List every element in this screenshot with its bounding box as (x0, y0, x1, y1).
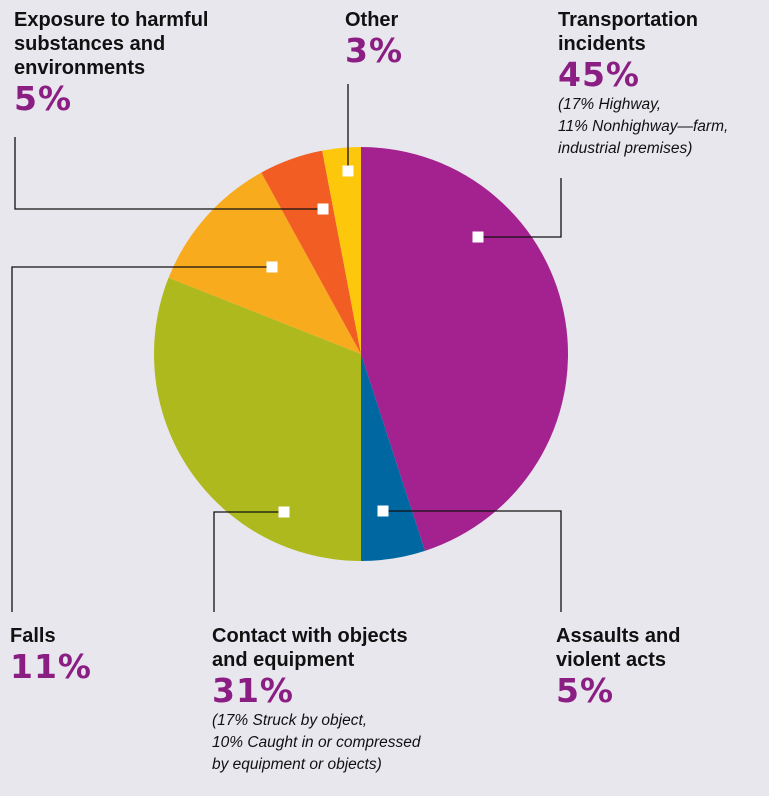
label-contact: Contact with objects and equipment 31% (… (212, 624, 421, 776)
marker-exposure (317, 203, 329, 215)
label-assaults-name-2: violent acts (556, 649, 667, 671)
label-other: Other 3% (345, 8, 403, 70)
marker-falls (266, 261, 278, 273)
label-other-name: Other (345, 9, 399, 31)
label-contact-name-2: and equipment (212, 649, 355, 671)
label-falls-name: Falls (10, 625, 56, 647)
label-exposure-name-3: environments (14, 57, 146, 79)
label-transport-note-3: industrial premises) (558, 140, 693, 157)
label-transport-note-2: 11% Nonhighway—farm, (558, 118, 729, 135)
leader-line-transport (478, 178, 562, 238)
leader-line-exposure (14, 137, 323, 210)
label-contact-name-1: Contact with objects (212, 625, 408, 647)
pie-slice-exposure (261, 150, 361, 354)
label-falls: Falls 11% (10, 624, 92, 686)
marker-assaults (377, 505, 389, 517)
leader-line-assaults (383, 510, 562, 612)
label-exposure-pct: 5% (14, 79, 73, 118)
pie-slice-other (322, 147, 361, 354)
label-contact-pct: 31% (212, 671, 294, 710)
marker-contact (278, 506, 290, 518)
label-falls-pct: 11% (10, 647, 92, 686)
marker-transport (472, 231, 484, 243)
label-exposure-name-2: substances and (14, 33, 166, 55)
label-contact-note-1: (17% Struck by object, (212, 712, 368, 729)
label-exposure: Exposure to harmful substances and envir… (14, 8, 208, 118)
label-assaults-pct: 5% (556, 671, 615, 710)
label-assaults-name-1: Assaults and (556, 625, 681, 647)
label-transport-pct: 45% (558, 55, 640, 94)
pie-slice-falls (168, 172, 361, 354)
label-transport-name-1: Transportation (558, 9, 699, 31)
label-assaults: Assaults and violent acts 5% (556, 624, 680, 710)
marker-other (342, 165, 354, 177)
pie-slice-transport (361, 147, 568, 551)
label-contact-note-3: by equipment or objects) (212, 756, 382, 773)
leader-line-contact (213, 511, 284, 612)
leader-line-falls (11, 266, 272, 612)
label-transport: Transportation incidents 45% (17% Highwa… (558, 8, 728, 160)
label-exposure-name-1: Exposure to harmful (14, 9, 209, 31)
label-transport-note-1: (17% Highway, (558, 96, 662, 113)
label-transport-name-2: incidents (558, 33, 646, 55)
pie-slice-assaults (361, 354, 425, 561)
pie-slice-contact (153, 277, 361, 561)
label-contact-note-2: 10% Caught in or compressed (212, 734, 421, 751)
label-other-pct: 3% (345, 31, 404, 70)
